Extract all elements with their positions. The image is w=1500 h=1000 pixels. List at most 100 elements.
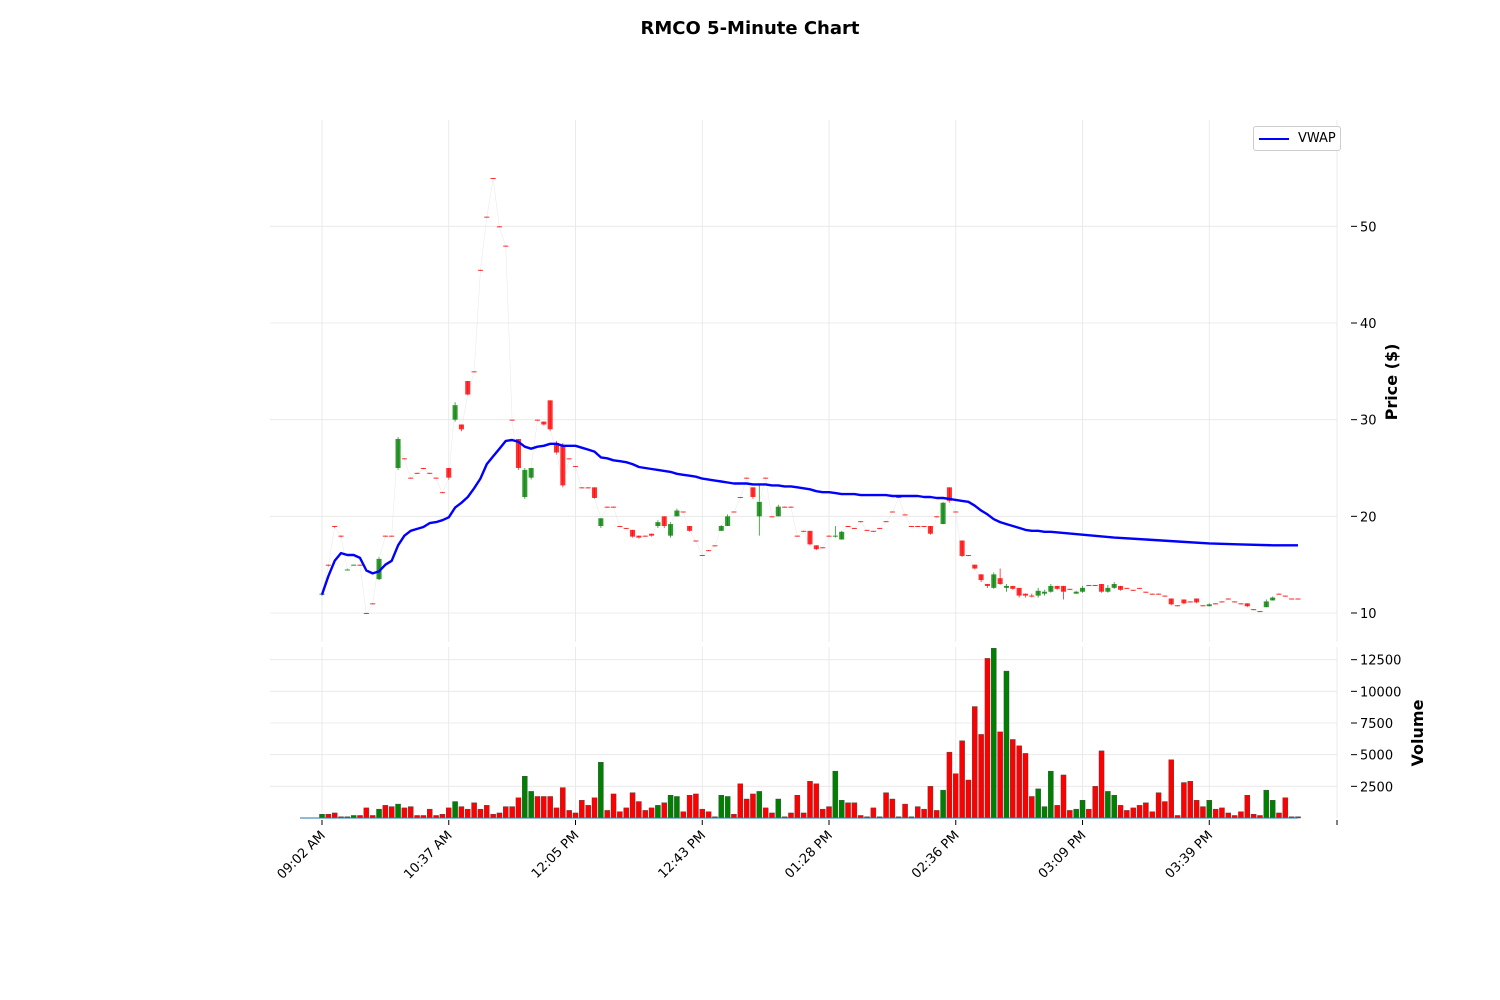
candle-body	[420, 468, 426, 469]
candle-body	[1276, 593, 1282, 595]
volume-bar	[515, 797, 522, 819]
candle-body	[471, 371, 477, 373]
candle-body	[490, 178, 496, 179]
volume-bar	[699, 808, 705, 819]
volume-bar	[629, 792, 636, 819]
candle-body	[344, 569, 350, 571]
volume-bar	[1269, 800, 1276, 819]
candle-body	[1073, 591, 1079, 594]
volume-bar	[1010, 739, 1016, 819]
candle-body	[1257, 611, 1263, 613]
chart-title: RMCO 5-Minute Chart	[640, 18, 860, 39]
candle-body	[433, 477, 439, 479]
volume-bar	[1276, 812, 1282, 819]
volume-bar	[471, 802, 477, 819]
volume-bar	[382, 805, 389, 819]
volume-bar	[946, 751, 953, 819]
candle-body	[927, 526, 933, 534]
candle-body	[978, 574, 984, 581]
volume-bar	[851, 802, 858, 819]
volume-bar	[724, 796, 731, 819]
candle-body	[1270, 597, 1276, 601]
candle-body	[782, 506, 788, 508]
candle-body	[1098, 584, 1105, 592]
volume-bar	[331, 812, 338, 819]
candle-body	[1118, 585, 1124, 590]
candle-body	[1010, 585, 1016, 589]
candle-body	[744, 477, 750, 479]
candle-body	[693, 540, 699, 542]
candle-body	[332, 526, 338, 527]
volume-bar	[978, 734, 984, 819]
volume-bar	[1105, 791, 1111, 819]
volume-bar	[889, 798, 896, 819]
volume-bar	[1219, 807, 1225, 819]
price-grid	[270, 120, 1338, 642]
legend: VWAP	[1253, 126, 1341, 151]
candle-body	[1143, 591, 1149, 593]
candle-body	[427, 472, 433, 474]
candle-body	[725, 516, 731, 526]
candle-body	[395, 439, 401, 468]
volume-bar	[1238, 811, 1244, 819]
volume-axis-label: Volume	[1408, 699, 1427, 766]
volume-bar	[1111, 795, 1117, 819]
price-tick-label: 40	[1360, 317, 1377, 332]
candle-body	[382, 535, 388, 537]
x-tick-label: 12:05 PM	[529, 828, 582, 881]
volume-bar	[826, 806, 832, 819]
volume-bar	[1155, 792, 1162, 819]
volume-bars	[319, 648, 1301, 819]
candle-body	[706, 550, 712, 552]
volume-bar	[1092, 786, 1098, 819]
volume-bar	[1136, 805, 1143, 819]
price-tick-label: 10	[1360, 607, 1377, 622]
volume-axis-ticks: 2500 5000 7500 10000 12500	[1351, 654, 1401, 795]
candle-body	[465, 381, 471, 395]
x-tick-label: 02:36 PM	[909, 828, 962, 881]
volume-bar	[572, 812, 579, 819]
candle-body	[1251, 609, 1257, 611]
vwap-layer	[320, 438, 1298, 595]
candle-body	[357, 564, 363, 566]
volume-bar	[680, 811, 686, 819]
candle-body	[858, 521, 864, 523]
volume-bar	[1041, 806, 1048, 819]
volume-bar	[965, 779, 972, 819]
candle-body	[1124, 587, 1130, 589]
volume-bar	[997, 731, 1003, 819]
candle-body	[1156, 593, 1162, 595]
candle-body	[801, 530, 807, 532]
candle-body	[325, 564, 331, 566]
volume-bar	[598, 762, 604, 819]
candle-body	[414, 472, 420, 474]
volume-bar	[617, 811, 623, 819]
candle-body	[376, 558, 382, 580]
volume-bar	[1022, 753, 1029, 819]
volume-bar	[1206, 800, 1213, 819]
candle-body	[877, 527, 883, 529]
candle-body	[585, 487, 591, 489]
candle-body	[826, 535, 832, 537]
candle-body	[1067, 588, 1073, 590]
candle-body	[851, 527, 857, 529]
volume-bar	[1054, 805, 1060, 819]
candle-body	[883, 521, 889, 523]
volume-bar	[579, 800, 585, 819]
candle-body	[699, 555, 705, 556]
volume-bar	[534, 796, 541, 819]
candle-body	[1041, 591, 1048, 594]
candle-body	[496, 226, 502, 228]
volume-bar	[541, 796, 547, 819]
candle-body	[1016, 587, 1022, 596]
volume-bar	[1035, 788, 1041, 819]
x-tick-label: 03:09 PM	[1036, 828, 1089, 881]
candle-body	[984, 584, 990, 586]
volume-bar	[1168, 759, 1174, 819]
volume-bar	[1200, 806, 1206, 819]
candle-body	[661, 516, 667, 526]
volume-bar	[705, 811, 712, 819]
volume-bar	[1048, 770, 1054, 819]
candle-body	[915, 526, 921, 527]
candle-body	[522, 469, 528, 497]
